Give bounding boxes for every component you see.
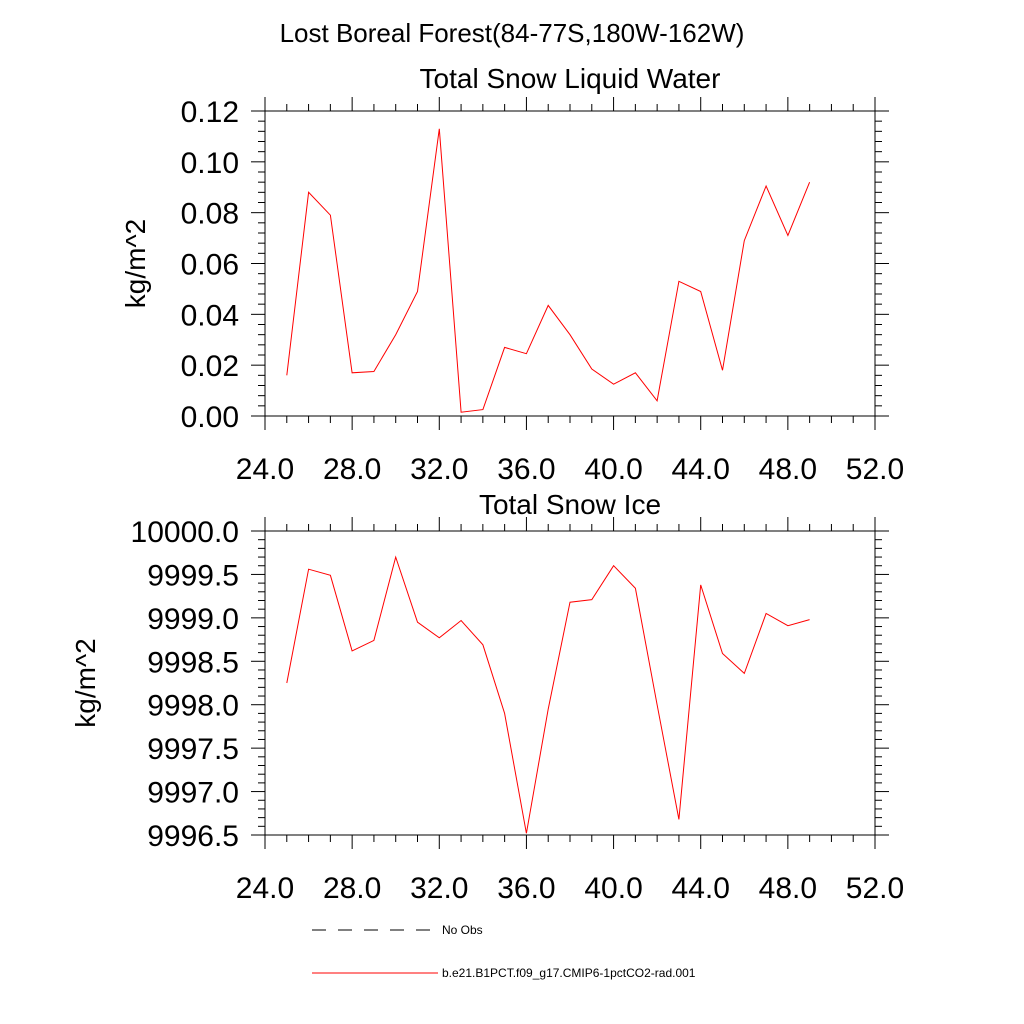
y-tick-label: 9999.0 [147, 603, 239, 636]
y-tick-label: 0.10 [181, 147, 239, 180]
x-tick-label: 52.0 [846, 872, 904, 905]
x-tick-label: 32.0 [410, 872, 468, 905]
plot-frame [264, 530, 876, 836]
y-tick-label: 9998.5 [147, 646, 239, 679]
panel-title: Total Snow Ice [479, 489, 661, 520]
x-tick-label: 28.0 [323, 453, 381, 486]
x-tick-label: 48.0 [759, 872, 817, 905]
y-axis-label: kg/m^2 [120, 219, 151, 308]
y-tick-label: 0.04 [181, 299, 239, 332]
y-tick-label: 9999.5 [147, 559, 239, 592]
y-tick-label: 0.06 [181, 249, 239, 282]
x-tick-label: 44.0 [672, 872, 730, 905]
x-tick-label: 32.0 [410, 453, 468, 486]
y-axis-label: kg/m^2 [70, 638, 101, 727]
x-tick-label: 24.0 [236, 872, 294, 905]
y-tick-label: 0.12 [181, 96, 239, 129]
legend-model-label: b.e21.B1PCT.f09_g17.CMIP6-1pctCO2-rad.00… [442, 966, 696, 980]
y-tick-label: 0.02 [181, 350, 239, 383]
legend: No Obs b.e21.B1PCT.f09_g17.CMIP6-1pctCO2… [312, 923, 696, 980]
figure-title: Lost Boreal Forest(84-77S,180W-162W) [280, 18, 745, 48]
y-tick-label: 9998.0 [147, 690, 239, 723]
x-tick-label: 40.0 [584, 872, 642, 905]
series-line [286, 128, 811, 413]
x-tick-label: 36.0 [497, 872, 555, 905]
y-tick-label: 9997.0 [147, 777, 239, 810]
x-tick-label: 48.0 [759, 453, 817, 486]
x-tick-label: 44.0 [672, 453, 730, 486]
x-tick-label: 52.0 [846, 453, 904, 486]
y-tick-label: 0.00 [181, 401, 239, 434]
panel-snow-liquid-water: Total Snow Liquid Water kg/m^2 24.0 28.0 32.… [120, 63, 904, 486]
x-tick-label: 40.0 [584, 453, 642, 486]
y-tick-label: 9996.5 [147, 820, 239, 853]
x-tick-label: 36.0 [497, 453, 555, 486]
y-tick-label: 10000.0 [131, 516, 239, 549]
panel-snow-ice: Total Snow Ice kg/m^2 24.0 28.0 32.0 36.0 40.0… [70, 489, 904, 905]
plot-frame [264, 110, 876, 417]
legend-obs-label: No Obs [442, 923, 483, 937]
x-tick-label: 24.0 [236, 453, 294, 486]
x-tick-label: 28.0 [323, 872, 381, 905]
y-tick-label: 9997.5 [147, 733, 239, 766]
series-line [286, 555, 810, 834]
y-tick-label: 0.08 [181, 198, 239, 231]
panel-title: Total Snow Liquid Water [420, 63, 721, 94]
